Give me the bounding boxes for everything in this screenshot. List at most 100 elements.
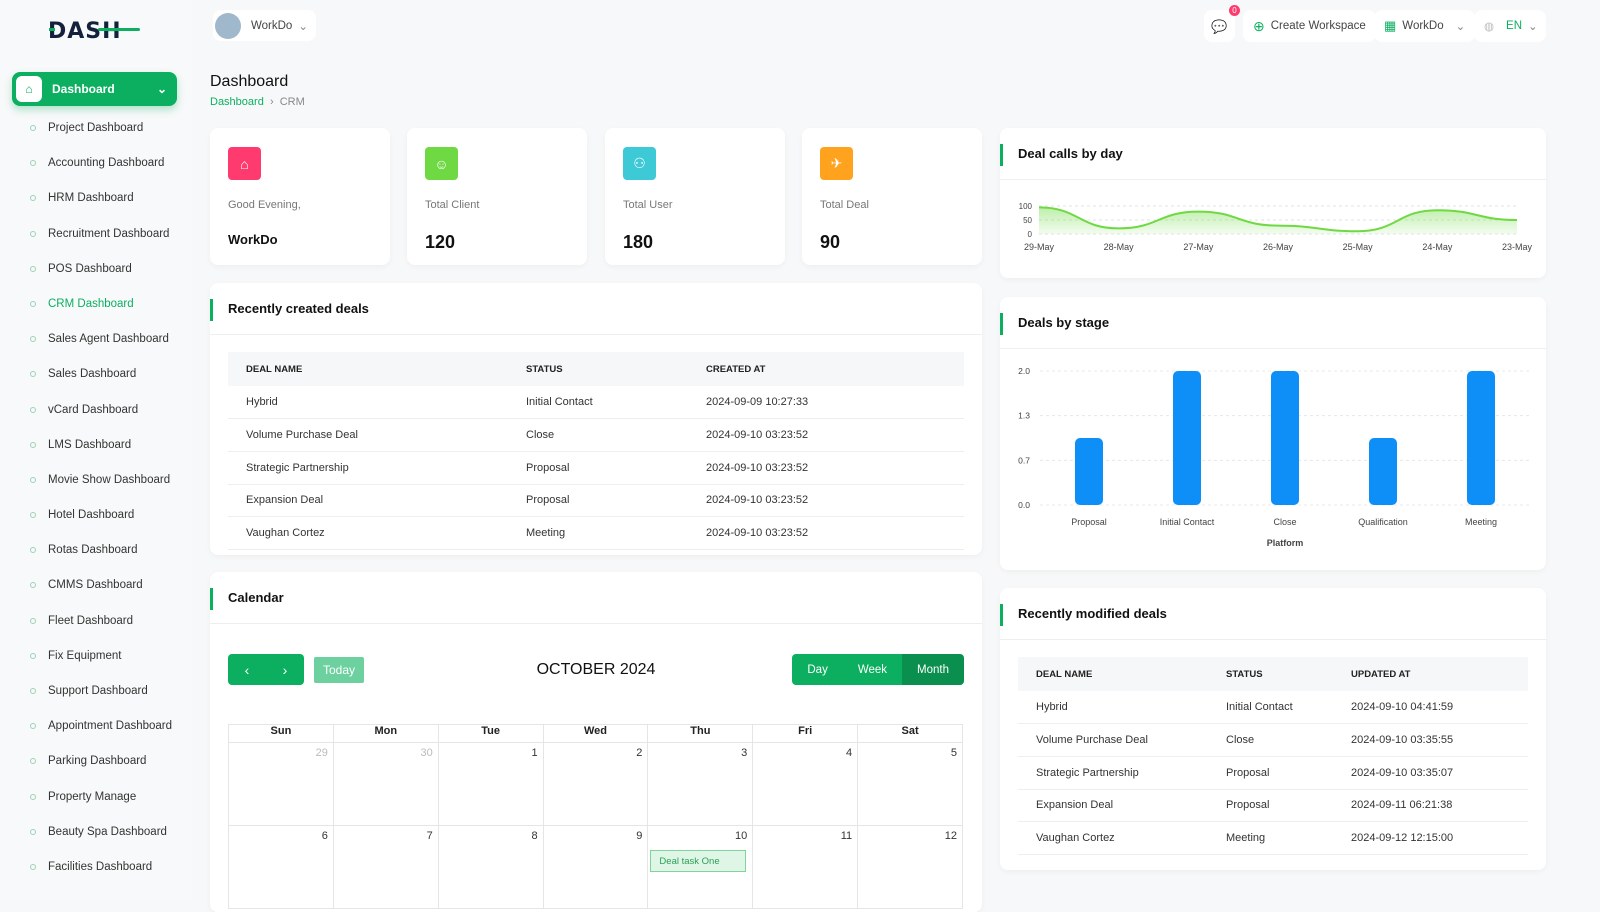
view-month-button[interactable]: Month: [902, 654, 964, 685]
breadcrumb: Dashboard › CRM: [210, 96, 305, 108]
bullet-icon: [30, 547, 36, 554]
x-tick-label: Qualification: [1358, 517, 1408, 527]
bullet-icon: [30, 828, 36, 835]
language-select[interactable]: ◍ EN ⌄: [1474, 10, 1546, 42]
table-row[interactable]: Expansion Deal Proposal 2024-09-10 03:23:5…: [228, 484, 964, 518]
calendar-event[interactable]: Deal task One: [650, 850, 747, 872]
area-fill: [1039, 207, 1517, 234]
sidebar-item[interactable]: Recruitment Dashboard: [0, 224, 192, 259]
stat-card: ⌂ Good Evening, WorkDo: [210, 128, 390, 265]
create-workspace-button[interactable]: ⊕ Create Workspace: [1243, 10, 1376, 42]
modified-deals-table: DEAL NAME STATUS UPDATED AT Hybrid Initial C…: [1018, 657, 1528, 855]
sidebar-item[interactable]: LMS Dashboard: [0, 435, 192, 470]
sidebar-item[interactable]: Facilities Dashboard: [0, 857, 192, 892]
table-row[interactable]: Hybrid Initial Contact 2024-09-10 04:41:59: [1018, 691, 1528, 725]
sidebar-item[interactable]: Rotas Dashboard: [0, 540, 192, 575]
stat-value: WorkDo: [228, 232, 278, 247]
sidebar-item[interactable]: CRM Dashboard: [0, 294, 192, 329]
stat-value: 120: [425, 232, 456, 252]
table-row[interactable]: Strategic Partnership Proposal 2024-09-10 …: [228, 451, 964, 485]
y-tick-label: 50: [1023, 216, 1032, 225]
card-title: Calendar: [210, 572, 982, 624]
sidebar-item[interactable]: Parking Dashboard: [0, 751, 192, 786]
sidebar-item[interactable]: CMMS Dashboard: [0, 575, 192, 610]
sidebar-item[interactable]: HRM Dashboard: [0, 188, 192, 223]
chat-button[interactable]: 💬 0: [1204, 5, 1240, 42]
weekday-header: Mon: [333, 725, 439, 743]
weekday-header: Sun: [229, 725, 334, 743]
bullet-icon: [30, 582, 36, 589]
y-tick-label: 0: [1028, 230, 1033, 239]
bullet-icon: [30, 230, 36, 237]
sidebar-item[interactable]: Appointment Dashboard: [0, 716, 192, 751]
y-tick-label: 100: [1019, 202, 1033, 211]
table-row[interactable]: Vaughan Cortez Meeting 2024-09-12 12:15:00: [1018, 821, 1528, 855]
rocket-icon: ✈: [820, 147, 853, 180]
table-row[interactable]: Vaughan Cortez Meeting 2024-09-10 03:23:52: [228, 516, 964, 550]
bullet-icon: [30, 688, 36, 694]
sidebar-item[interactable]: Hotel Dashboard: [0, 505, 192, 540]
sidebar-item[interactable]: Accounting Dashboard: [0, 153, 192, 188]
sidebar-item[interactable]: vCard Dashboard: [0, 400, 192, 435]
calendar-day[interactable]: 8: [438, 826, 544, 909]
table-row[interactable]: Expansion Deal Proposal 2024-09-11 06:21:3…: [1018, 789, 1528, 823]
calendar-day[interactable]: 5: [858, 743, 963, 826]
calendar-day[interactable]: 10 Deal task One: [648, 826, 754, 909]
table-row[interactable]: Volume Purchase Deal Close 2024-09-10 03:3…: [1018, 723, 1528, 757]
x-tick-label: 27-May: [1183, 242, 1214, 252]
weekday-header: Tue: [438, 725, 544, 743]
calendar-day[interactable]: 7: [333, 826, 439, 909]
calendar-day[interactable]: 30: [333, 743, 439, 826]
y-tick-label: 1.3: [1018, 411, 1030, 421]
sidebar-item[interactable]: Support Dashboard: [0, 681, 192, 716]
calendar-day[interactable]: 6: [229, 826, 334, 909]
bullet-icon: [30, 793, 36, 800]
card-title: Recently modified deals: [1000, 588, 1546, 640]
x-tick-label: Close: [1273, 517, 1296, 527]
sidebar-item[interactable]: Property Manage: [0, 787, 192, 822]
calendar-day[interactable]: 12: [858, 826, 963, 909]
y-tick-label: 0.0: [1018, 500, 1030, 510]
svg-text:DASH: DASH: [48, 19, 122, 42]
users-icon: ⚇: [623, 147, 656, 180]
prev-month-button[interactable]: ‹: [228, 654, 266, 685]
sidebar-item[interactable]: POS Dashboard: [0, 259, 192, 294]
sidebar-item[interactable]: Fleet Dashboard: [0, 611, 192, 646]
user-icon: ☺: [425, 147, 458, 180]
bullet-icon: [30, 195, 36, 202]
next-month-button[interactable]: ›: [266, 654, 304, 685]
weekday-header: Wed: [543, 725, 649, 743]
calendar-day[interactable]: 9: [543, 826, 649, 909]
sidebar-dashboard-button[interactable]: ⌂ Dashboard ⌄: [12, 72, 177, 106]
notification-badge: 0: [1229, 5, 1240, 16]
view-week-button[interactable]: Week: [842, 654, 903, 685]
sidebar-item[interactable]: Project Dashboard: [0, 118, 192, 153]
stat-card: ✈ Total Deal 90: [802, 128, 982, 265]
calendar-day[interactable]: 1: [438, 743, 544, 826]
workspace-switcher[interactable]: ▦ WorkDo ⌄: [1374, 10, 1476, 42]
x-tick-label: 26-May: [1263, 242, 1294, 252]
x-axis-label: Platform: [1267, 538, 1304, 548]
sidebar-item[interactable]: Fix Equipment: [0, 646, 192, 681]
bar: [1173, 371, 1201, 505]
sidebar-item[interactable]: Beauty Spa Dashboard: [0, 822, 192, 857]
bullet-icon: [30, 441, 36, 448]
sidebar-item[interactable]: Sales Agent Dashboard: [0, 329, 192, 364]
table-row[interactable]: Volume Purchase Deal Close 2024-09-10 03:2…: [228, 418, 964, 452]
calendar-day[interactable]: 4: [753, 743, 859, 826]
calendar-day[interactable]: 11: [753, 826, 859, 909]
today-button[interactable]: Today: [314, 657, 364, 683]
calendar-day[interactable]: 3: [648, 743, 754, 826]
calendar-day[interactable]: 29: [229, 743, 334, 826]
sidebar-item[interactable]: Sales Dashboard: [0, 364, 192, 399]
table-row[interactable]: Hybrid Initial Contact 2024-09-09 10:27:33: [228, 386, 964, 420]
bullet-icon: [30, 406, 36, 413]
calendar-grid: Sun Mon Tue Wed Thu Fri Sat 29 30 1 2 3 4 5 6 7 8 9 10 Deal…: [228, 724, 963, 909]
workspace-select[interactable]: WorkDo ⌄: [213, 10, 316, 41]
table-row[interactable]: Strategic Partnership Proposal 2024-09-10 …: [1018, 756, 1528, 790]
sidebar-item[interactable]: Movie Show Dashboard: [0, 470, 192, 505]
calendar-day[interactable]: 2: [543, 743, 649, 826]
view-day-button[interactable]: Day: [792, 654, 843, 685]
deal-calls-card: Deal calls by day 0 50 100 29-May 28-May 27-M…: [1000, 128, 1546, 278]
breadcrumb-dashboard[interactable]: Dashboard: [210, 96, 264, 108]
